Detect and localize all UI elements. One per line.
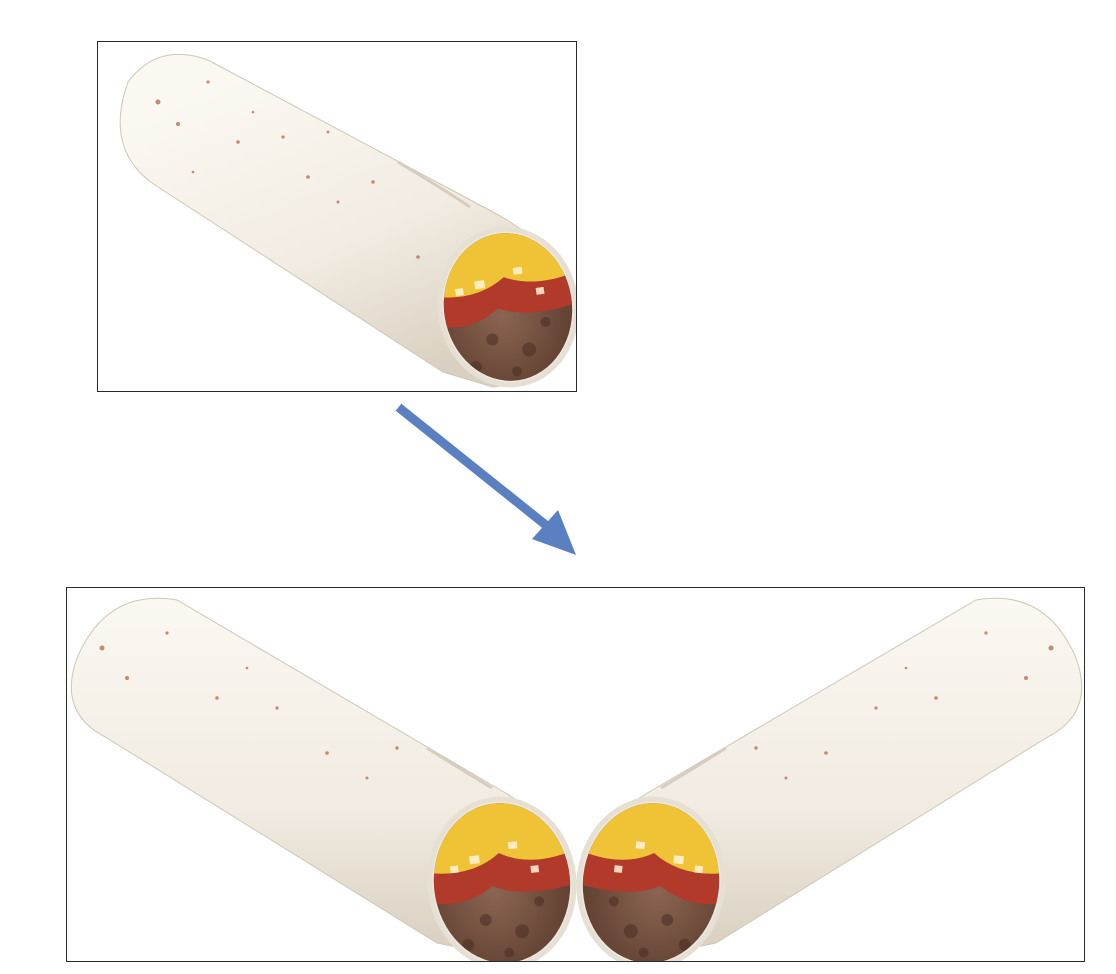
burrito-left bbox=[70, 597, 578, 961]
burrito bbox=[119, 53, 576, 390]
filling-right bbox=[575, 796, 727, 961]
mirrored-image-frame bbox=[66, 587, 1085, 962]
transform-arrow bbox=[395, 403, 576, 555]
original-image-frame bbox=[97, 41, 577, 392]
filling bbox=[434, 224, 576, 390]
mirrored-burritos-image bbox=[70, 597, 1083, 961]
burrito-image bbox=[119, 53, 576, 390]
tortilla-speckles bbox=[155, 80, 420, 259]
burrito-right bbox=[575, 597, 1083, 961]
arrow-head-icon bbox=[532, 510, 576, 555]
